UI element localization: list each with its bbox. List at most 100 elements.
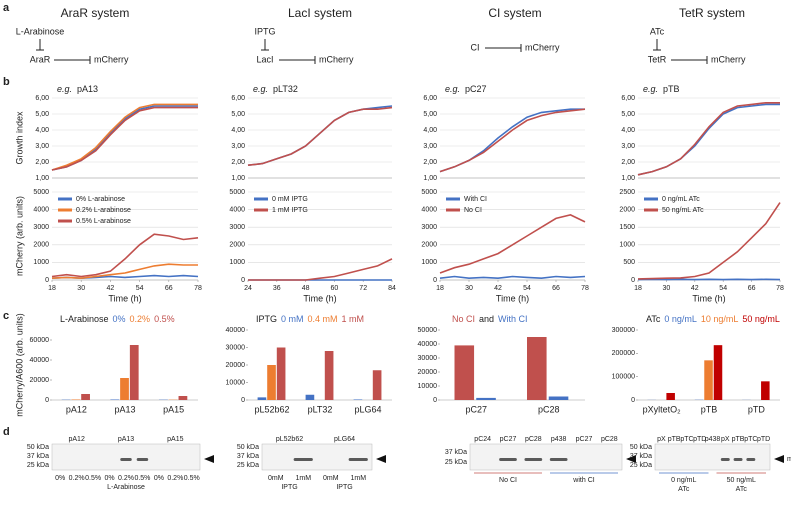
bar: [129, 345, 139, 400]
y-tick-label: 0: [45, 277, 49, 284]
y-tick-label: 20000: [226, 362, 246, 369]
group-label: 0 ng/mL: [671, 477, 696, 484]
legend-label: With CI: [498, 314, 528, 324]
bar: [178, 396, 188, 400]
y-tick-label: 0: [45, 397, 49, 404]
condition-label: 0%: [104, 475, 114, 482]
x-axis-label: Time (h): [496, 293, 529, 303]
marker-label: 50 kDa: [237, 444, 259, 451]
title-prefix: e.g.: [643, 84, 658, 94]
lane-label: pC27: [500, 436, 517, 443]
legend: IPTG 0 mM 0.4 mM 1 mM: [256, 314, 364, 324]
inducer: IPTG: [254, 26, 275, 36]
panel-label: a: [3, 2, 10, 14]
series-line: [247, 106, 393, 166]
y-tick-label: 30000: [418, 355, 438, 362]
marker-label: 25 kDa: [445, 459, 467, 466]
legend-label: 10 ng/mL: [701, 314, 739, 324]
repressor: LacI: [256, 54, 273, 64]
blot-membrane: [654, 443, 771, 471]
lane-label: pA15: [167, 436, 183, 443]
y-tick-label: 6,00: [621, 95, 635, 102]
y-tick-label: 60000: [30, 337, 50, 344]
bar: [704, 360, 713, 400]
marker-label: 37 kDa: [27, 453, 49, 460]
lane-label: pC27: [576, 436, 593, 443]
y-tick-label: 20000: [30, 377, 50, 384]
legend-label: 0 ng/mL: [664, 314, 697, 324]
x-tick-label: pLG64: [354, 404, 381, 414]
x-tick-label: 30: [465, 285, 473, 292]
marker-label: 37 kDa: [237, 453, 259, 460]
protein-band: [293, 458, 313, 461]
title-prefix: e.g.: [445, 84, 460, 94]
legend-label: 0.5% L-arabinose: [76, 218, 131, 225]
lane-label: pLG64: [334, 436, 355, 443]
y-tick-label: 5000: [33, 189, 49, 196]
title-prefix: e.g.: [253, 84, 268, 94]
lane-label: pTC: [680, 436, 693, 443]
legend-label: 0 mM IPTG: [272, 196, 308, 203]
protein-band: [549, 458, 568, 461]
x-tick-label: pC27: [465, 404, 487, 414]
marker-label: 50 kDa: [27, 444, 49, 451]
y-tick-label: 6,00: [35, 95, 49, 102]
bar: [267, 365, 276, 400]
inducer: ATc: [650, 26, 665, 36]
x-tick-label: 42: [494, 285, 502, 292]
bar: [120, 378, 129, 400]
lane-label: pX: [721, 436, 730, 443]
condition-label: 0.5%: [184, 475, 200, 482]
x-axis-label: Time (h): [692, 293, 725, 303]
bar: [324, 351, 334, 400]
lane-label: pTC: [744, 436, 757, 443]
condition-label: 0.2%: [69, 475, 85, 482]
legend-label: 50 ng/mL: [742, 314, 780, 324]
band-arrow: [376, 455, 386, 463]
series-line: [637, 102, 780, 176]
bar: [305, 394, 315, 400]
bar: [372, 370, 382, 400]
title-name: pC27: [465, 84, 487, 94]
reporter: mCherry: [94, 54, 129, 64]
bar: [527, 337, 547, 400]
series-line: [439, 214, 586, 274]
x-tick-label: 42: [691, 285, 699, 292]
legend: ATc 0 ng/mL 10 ng/mL 50 ng/mL: [646, 314, 780, 324]
y-tick-label: 4000: [421, 206, 437, 213]
y-tick-label: 1,00: [621, 175, 635, 182]
y-tick-label: 20000: [418, 369, 438, 376]
lane-label: pA13: [118, 436, 134, 443]
y-axis-label: mCherry/A600 (arb. units): [14, 313, 24, 417]
y-tick-label: 6,00: [423, 95, 437, 102]
x-tick-label: 66: [748, 285, 756, 292]
y-tick-label: 10000: [418, 383, 438, 390]
lane-label: pTD: [693, 436, 706, 443]
panel-label: c: [3, 310, 9, 322]
reporter: mCherry: [319, 54, 354, 64]
x-tick-label: 24: [244, 285, 252, 292]
y-tick-label: 100000: [612, 374, 635, 381]
system-title: TetR system: [679, 6, 745, 20]
y-tick-label: 4,00: [423, 127, 437, 134]
x-tick-label: 54: [523, 285, 531, 292]
y-tick-label: 1000: [421, 259, 437, 266]
y-tick-label: 4,00: [35, 127, 49, 134]
bar: [476, 397, 496, 400]
bar: [71, 399, 81, 400]
condition-label: 0.2%: [167, 475, 183, 482]
marker-label: 25 kDa: [630, 462, 652, 469]
y-tick-label: 5,00: [621, 111, 635, 118]
system-title: LacI system: [288, 6, 352, 20]
bar: [454, 345, 475, 400]
y-tick-label: 1000: [619, 242, 635, 249]
y-axis-label: Growth index: [14, 111, 24, 165]
legend-label: No CI: [452, 314, 475, 324]
group-label: No CI: [499, 477, 517, 484]
x-tick-label: 30: [663, 285, 671, 292]
series-line: [247, 105, 393, 166]
y-tick-label: 40000: [418, 341, 438, 348]
blot-membrane: [261, 443, 373, 471]
y-tick-label: 1000: [229, 259, 245, 266]
reporter: mCherry: [711, 54, 746, 64]
